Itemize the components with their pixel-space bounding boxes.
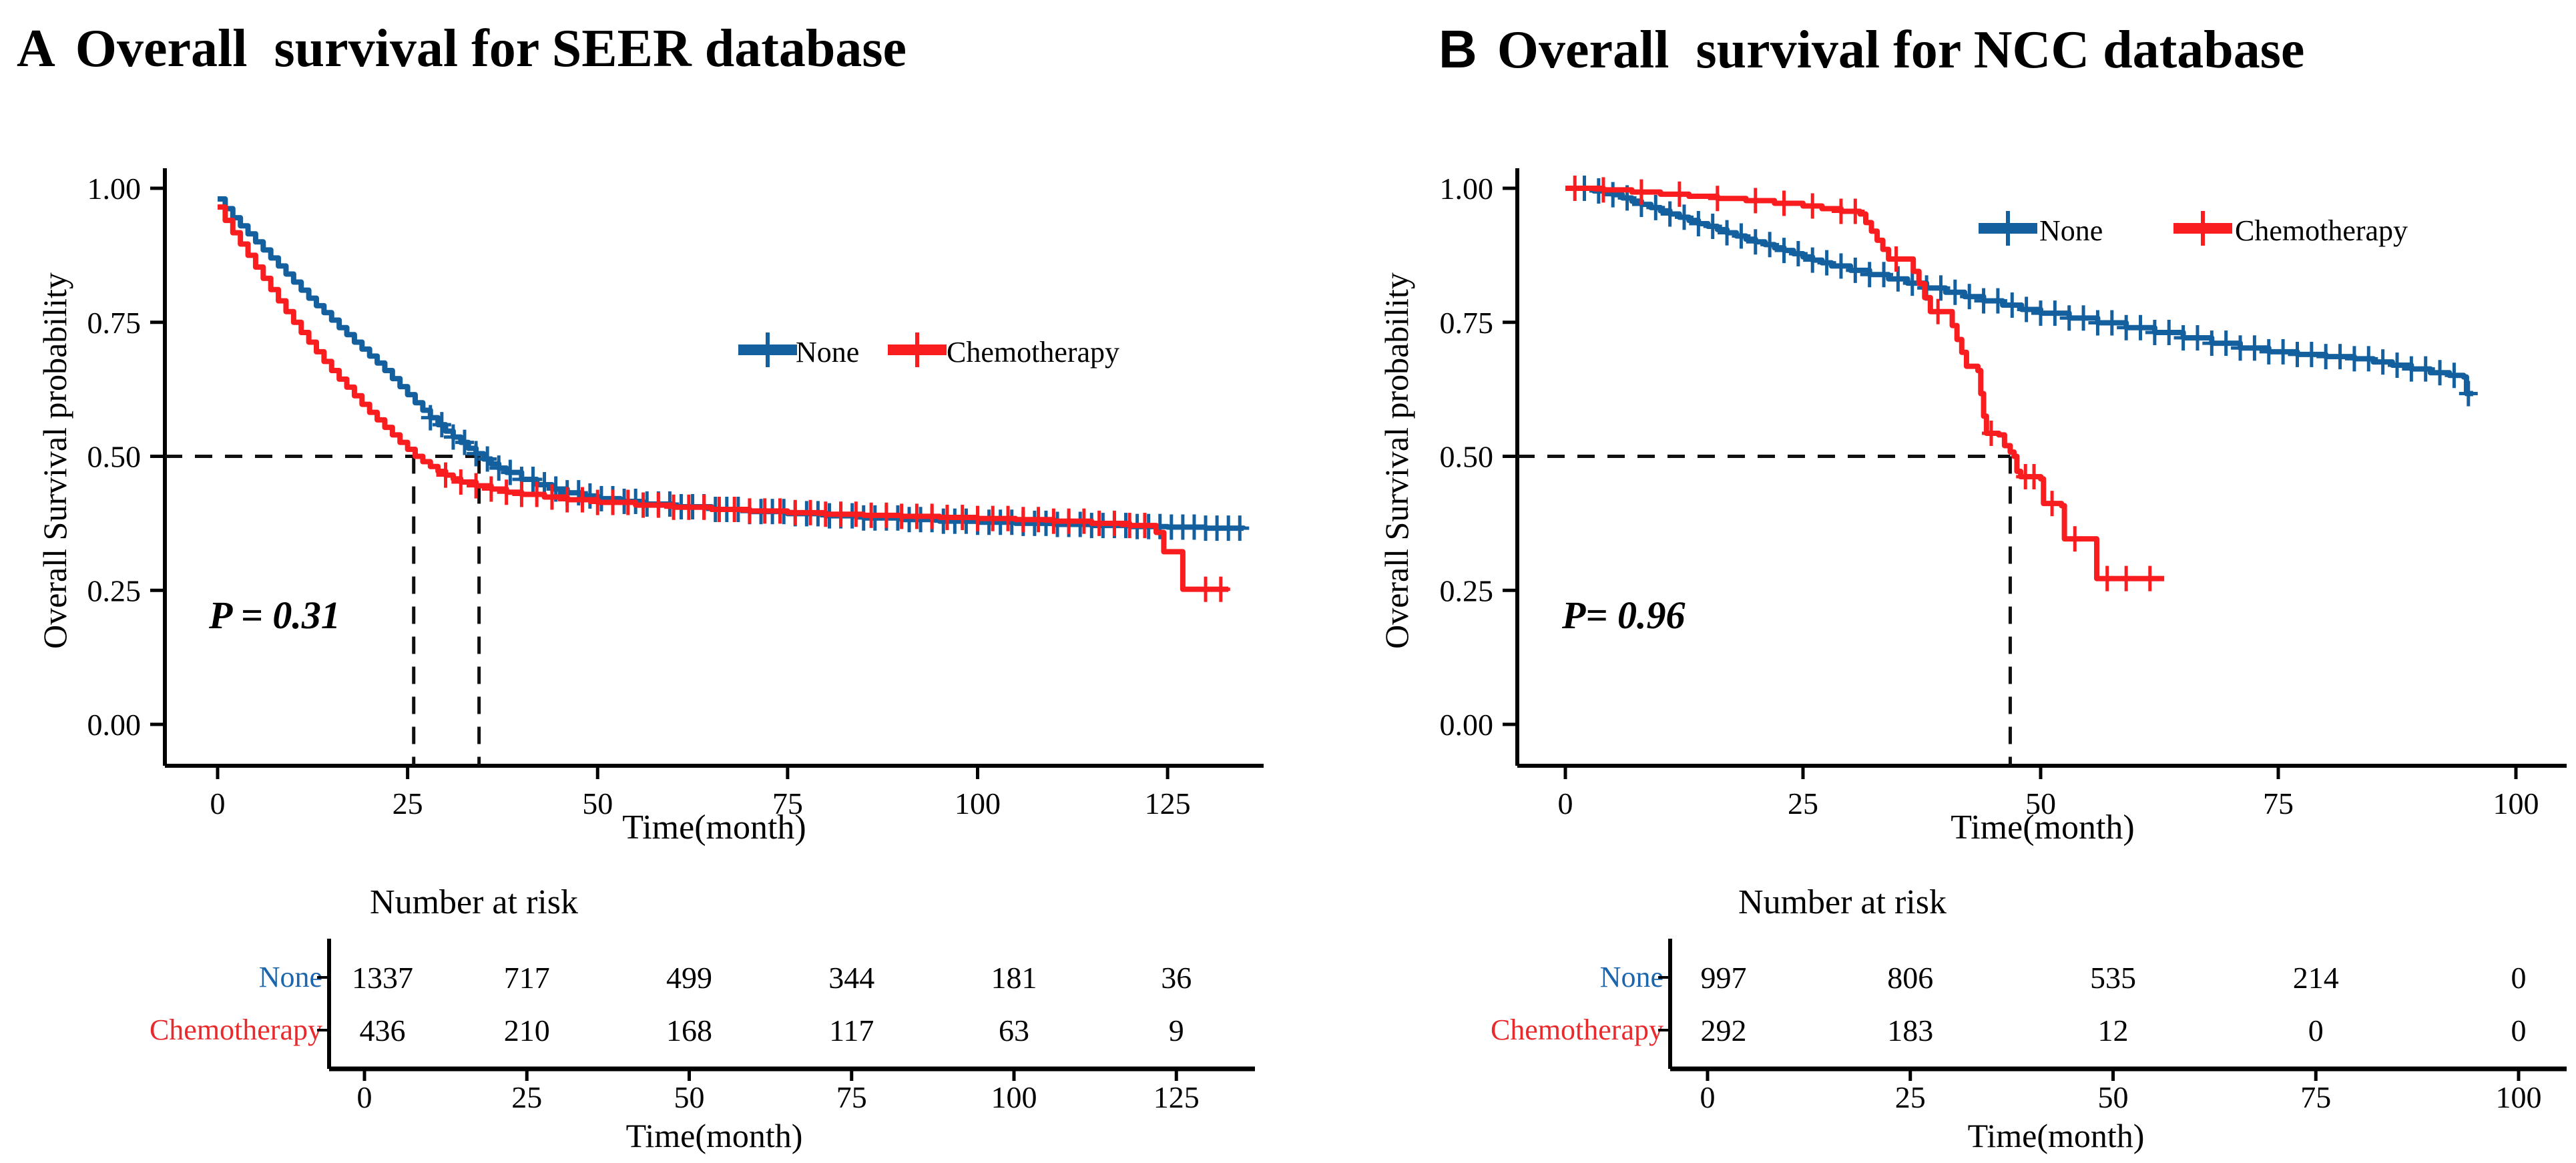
x-tick-label: 100 [2493,786,2539,821]
panel-a-p-value: P = 0.31 [209,594,340,637]
x-tick-label: 50 [582,786,613,821]
risk-count: 0 [2511,961,2527,995]
panel-b-p-value: P= 0.96 [1562,594,1686,637]
x-tick-label: 25 [393,786,423,821]
risk-count: 344 [828,961,874,995]
risk-x-tick-label: 50 [674,1080,705,1114]
risk-count: 181 [991,961,1037,995]
y-tick-label: 0.50 [1440,440,1494,474]
risk-count: 12 [2098,1013,2129,1048]
legend-marker-chemotherapy [888,332,947,367]
axes [163,168,1264,768]
risk-count: 36 [1161,961,1192,995]
panel-a-x-axis-label: Time(month) [622,808,806,847]
panel-b-risk-row-label-none: None [1599,961,1663,993]
risk-count: 292 [1701,1013,1747,1048]
km-curve-chemotherapy [1565,186,2165,582]
panel-b-risk-row-label-chemotherapy: Chemotherapy [1490,1013,1663,1046]
risk-x-tick-label: 75 [836,1080,867,1114]
panel-a-title-text: Overall survival for SEER database [75,19,907,78]
x-tick-label: 75 [2263,786,2294,821]
panel-b-letter: B [1439,19,1477,79]
km-curve-chemotherapy [218,204,1229,592]
risk-x-tick-label: 25 [511,1080,542,1114]
x-tick-label: 0 [210,786,226,821]
y-tick-label: 0.50 [87,440,142,474]
risk-x-tick-label: 0 [1700,1080,1716,1114]
panel-a-plot: 0.00 0.25 0.50 0.75 1.00 0 25 50 75 100 125 0 1337 43… [87,168,1264,1114]
panel-b-legend-label-none: None [2039,214,2103,247]
risk-x-tick-label: 25 [1895,1080,1926,1114]
risk-count: 183 [1887,1013,1933,1048]
risk-count: 210 [504,1013,550,1048]
risk-x-tick-label: 125 [1153,1080,1200,1114]
legend-marker-none [738,332,797,367]
risk-count: 499 [666,961,712,995]
panel-b-plot: 0.00 0.25 0.50 0.75 1.00 0 25 50 75 100 0 997 292 25 8… [1440,168,2567,1114]
panel-b-title-text: Overall survival for NCC database [1497,21,2305,79]
axes [1515,168,2567,768]
risk-x-tick-label: 50 [2098,1080,2129,1114]
panel-b-risk-x-axis-label: Time(month) [1967,1117,2145,1154]
x-tick-label: 75 [772,786,803,821]
x-tick-label: 50 [2025,786,2056,821]
km-curve-none [218,196,1246,531]
median-dashed-lines [165,455,481,766]
panel-a-legend-label-chemotherapy: Chemotherapy [947,336,1120,369]
risk-count: 0 [2308,1013,2324,1048]
panel-b-x-axis-label: Time(month) [1951,808,2135,847]
y-tick-label: 0.75 [87,306,142,340]
y-tick-label: 0.00 [1440,708,1494,742]
panel-b-title: B Overall survival for NCC database [1439,19,2304,81]
risk-x-tick-label: 100 [2496,1080,2542,1114]
panel-a-risk-x-axis-label: Time(month) [625,1117,803,1154]
censor-marks-none [1575,176,2478,407]
x-tick-label: 25 [1788,786,1818,821]
x-tick-label: 100 [955,786,1001,821]
risk-table-b: 0 997 292 25 806 183 50 535 12 75 214 0 100 0 0 [1658,939,2567,1114]
legend-marker-chemotherapy [2173,211,2232,246]
panel-b-legend-label-chemotherapy: Chemotherapy [2235,214,2408,247]
y-tick-label: 1.00 [87,172,142,206]
risk-table-a: 0 1337 436 25 717 210 50 499 168 75 344 117 100 181 63… [317,939,1255,1114]
risk-count: 214 [2293,961,2339,995]
legend-marker-none [1979,211,2037,246]
risk-count: 806 [1887,961,1933,995]
risk-count: 63 [999,1013,1029,1048]
risk-count: 535 [2090,961,2136,995]
y-tick-label: 1.00 [1440,172,1494,206]
censor-marks-chemotherapy [1565,176,2159,592]
risk-count: 0 [2511,1013,2527,1048]
panel-a-title: A Overall survival for SEER database [17,19,907,79]
risk-count: 1337 [352,961,413,995]
y-tick-label: 0.75 [1440,306,1494,340]
risk-count: 9 [1169,1013,1184,1048]
risk-count: 117 [829,1013,874,1048]
median-dashed-lines [1517,455,2012,766]
y-tick-label: 0.00 [87,708,142,742]
risk-count: 717 [504,961,550,995]
panel-b-risk-table-title: Number at risk [1738,883,1947,921]
panel-a-letter: A [17,19,55,78]
x-tick-label: 0 [1558,786,1573,821]
risk-count: 436 [360,1013,406,1048]
panel-a-legend-label-none: None [796,336,860,369]
km-curve-none [1565,186,2473,397]
panel-a-risk-row-label-chemotherapy: Chemotherapy [149,1013,322,1046]
censor-marks-none [421,405,1250,541]
censor-marks-chemotherapy [436,462,1230,602]
panel-a-risk-row-label-none: None [258,961,322,993]
y-tick-label: 0.25 [1440,573,1494,608]
risk-x-tick-label: 75 [2300,1080,2331,1114]
risk-x-tick-label: 100 [991,1080,1037,1114]
y-tick-label: 0.25 [87,573,142,608]
panel-a-risk-table-title: Number at risk [370,883,578,921]
risk-count: 997 [1701,961,1747,995]
risk-count: 168 [666,1013,712,1048]
risk-x-tick-label: 0 [357,1080,372,1114]
x-tick-label: 125 [1145,786,1191,821]
